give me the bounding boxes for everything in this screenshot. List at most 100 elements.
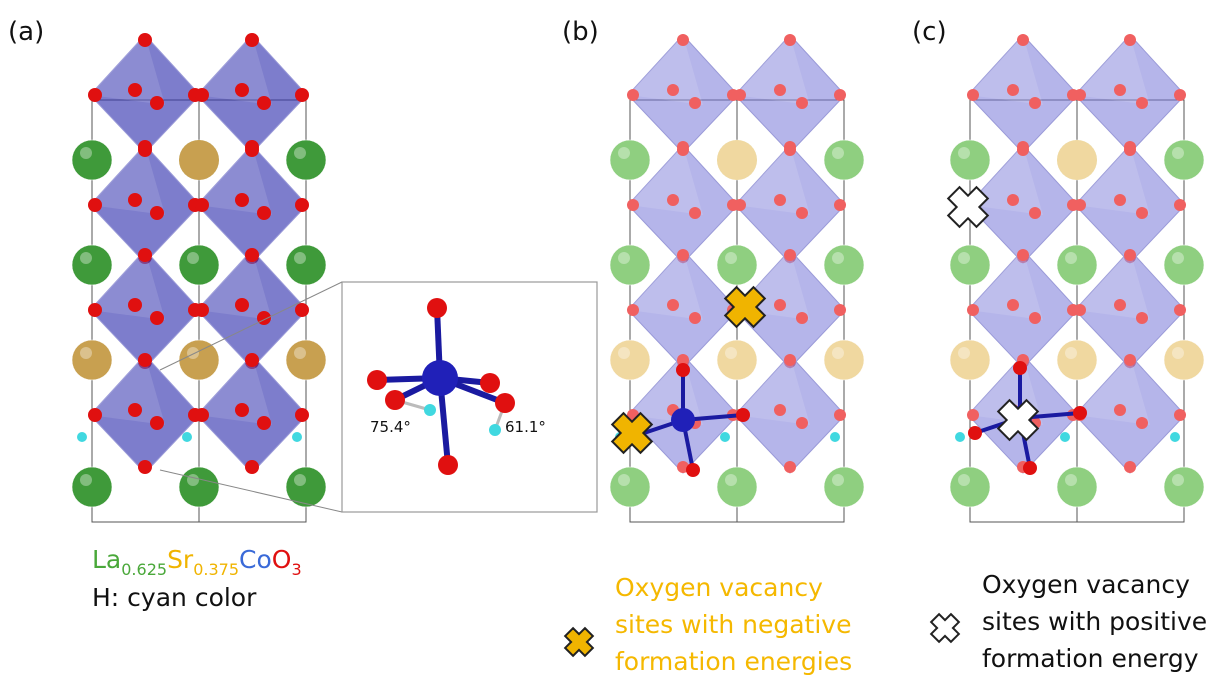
oxygen (235, 83, 249, 97)
oxygen (195, 88, 209, 102)
oxygen (138, 353, 152, 367)
oxygen (150, 311, 164, 325)
oxygen (295, 408, 309, 422)
cobalt (422, 360, 458, 396)
structures (71, 33, 1205, 523)
a-site-highlight (832, 347, 844, 359)
hydrogen (830, 432, 840, 442)
oxygen (1017, 144, 1029, 156)
formula-part: La (92, 545, 121, 574)
a-site-highlight (725, 252, 737, 264)
oxygen (1174, 409, 1186, 421)
octahedron-face (1075, 250, 1150, 320)
oxygen (686, 463, 700, 477)
a-site (823, 339, 865, 381)
a-site (1056, 466, 1098, 508)
vacancy-marker (946, 185, 990, 229)
oxygen (667, 194, 679, 206)
oxygen (235, 403, 249, 417)
legend-text: sites with positive (982, 607, 1207, 636)
a-site (609, 466, 651, 508)
a-site-highlight (958, 147, 970, 159)
a-site (179, 140, 219, 180)
oxygen (88, 198, 102, 212)
a-site (71, 466, 113, 508)
oxygen (1124, 354, 1136, 366)
formula-part: O (272, 545, 292, 574)
formula: La0.625Sr0.375CoO3 (92, 545, 302, 579)
oxygen (1124, 144, 1136, 156)
oxygen (257, 96, 271, 110)
oxygen (295, 88, 309, 102)
oxygen (1174, 199, 1186, 211)
a-site (609, 339, 651, 381)
a-site-highlight (80, 252, 92, 264)
oxygen (774, 84, 786, 96)
a-site-highlight (1172, 252, 1184, 264)
oxygen (235, 193, 249, 207)
inset-box (341, 281, 598, 513)
oxygen (784, 461, 796, 473)
oxygen (796, 312, 808, 324)
hydrogen (489, 424, 501, 436)
a-site (716, 244, 758, 286)
oxygen (367, 370, 387, 390)
oxygen (195, 198, 209, 212)
panel-label: (b) (562, 17, 599, 47)
a-site (823, 244, 865, 286)
octahedron-face (628, 145, 703, 215)
a-site-highlight (187, 347, 199, 359)
a-site-highlight (1172, 474, 1184, 486)
oxygen (88, 303, 102, 317)
a-site (716, 339, 758, 381)
a-site-highlight (1172, 147, 1184, 159)
oxygen (1029, 97, 1041, 109)
oxygen (138, 33, 152, 47)
octahedron-face (968, 250, 1043, 320)
a-site (71, 139, 113, 181)
a-site (285, 244, 327, 286)
oxygen (427, 298, 447, 318)
oxygen (150, 416, 164, 430)
oxygen (677, 354, 689, 366)
oxygen (257, 206, 271, 220)
a-site (285, 339, 327, 381)
oxygen (667, 299, 679, 311)
oxygen (195, 303, 209, 317)
oxygen (195, 408, 209, 422)
zoom-line (159, 281, 343, 371)
oxygen (967, 89, 979, 101)
angle-label: 75.4° (370, 418, 411, 436)
oxygen (245, 353, 259, 367)
oxygen (796, 97, 808, 109)
oxygen (245, 460, 259, 474)
angle-label: 61.1° (505, 418, 546, 436)
oxygen (295, 303, 309, 317)
octahedron-face (197, 35, 272, 105)
oxygen (667, 84, 679, 96)
oxygen (1013, 361, 1027, 375)
oxygen (245, 143, 259, 157)
oxygen (1114, 84, 1126, 96)
oxygen (1073, 406, 1087, 420)
oxygen (734, 89, 746, 101)
oxygen (784, 144, 796, 156)
a-site (285, 139, 327, 181)
a-site (1056, 339, 1098, 381)
a-site-highlight (80, 474, 92, 486)
panel-label: (a) (8, 17, 44, 47)
hydrogen (720, 432, 730, 442)
octahedron-face (968, 35, 1043, 105)
oxygen (796, 207, 808, 219)
oxygen (834, 304, 846, 316)
oxygen (1007, 194, 1019, 206)
oxygen (1029, 312, 1041, 324)
vacancy-marker (610, 411, 654, 455)
oxygen (128, 83, 142, 97)
zoom-line (159, 469, 343, 513)
a-site-highlight (1065, 474, 1077, 486)
formula-sub: 0.375 (193, 560, 239, 579)
oxygen (736, 408, 750, 422)
